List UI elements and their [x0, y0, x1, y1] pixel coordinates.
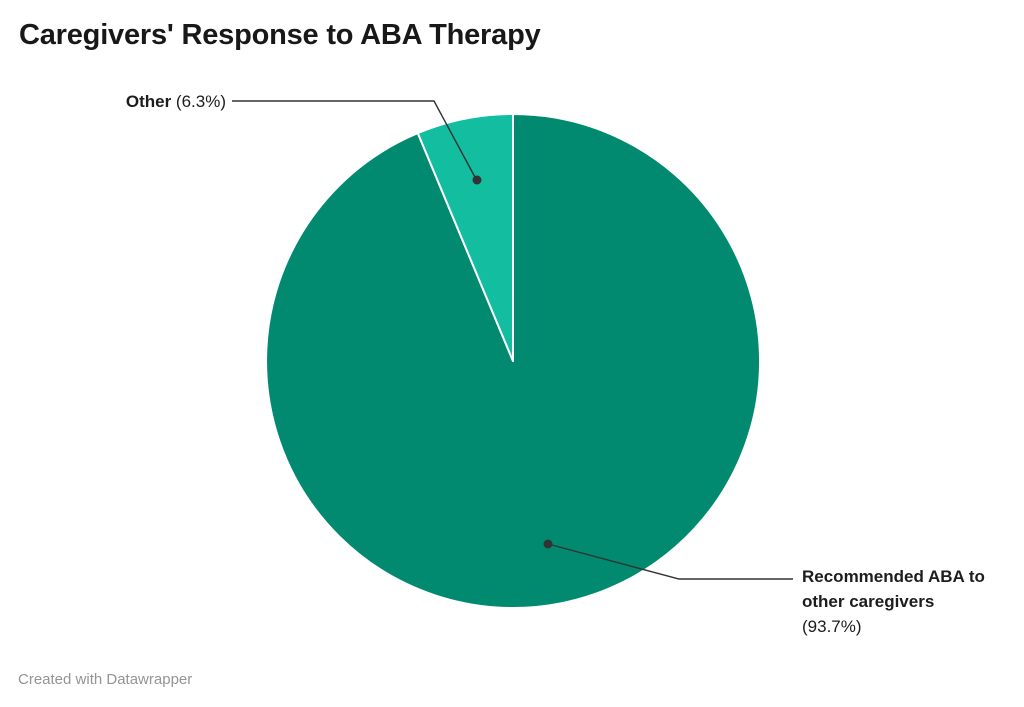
label-main-value: (93.7%) — [802, 617, 862, 636]
chart-title: Caregivers' Response to ABA Therapy — [19, 19, 541, 51]
label-other-slice: Other (6.3%) — [126, 92, 226, 111]
label-other-name: Other — [125, 92, 172, 111]
label-main-line1: Recommended ABA to — [802, 567, 985, 586]
pie-slice-1 — [416, 113, 514, 362]
label-main-slice: Recommended ABA to other caregivers (93.… — [802, 564, 985, 639]
label-other-value: (6.3%) — [175, 92, 226, 111]
datawrapper-credit: Created with Datawrapper — [18, 671, 193, 688]
callout-leader-lines — [232, 100, 793, 580]
label-main-line2: other caregivers — [802, 592, 935, 611]
leader-dot-main — [543, 539, 553, 549]
leader-line-main — [547, 543, 793, 580]
leader-dot-other — [472, 175, 482, 185]
pie-slices — [265, 113, 762, 609]
leader-line-other — [232, 100, 477, 180]
